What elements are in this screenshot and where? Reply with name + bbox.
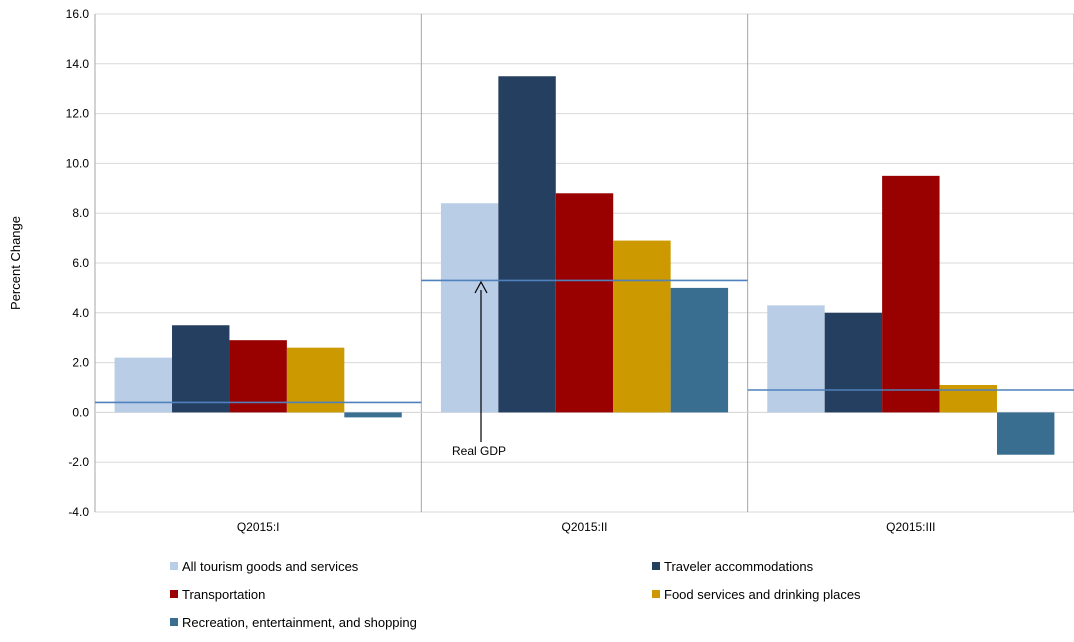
legend-swatch	[170, 618, 178, 626]
bar	[613, 240, 671, 413]
axes: -4.0 -2.0 0.0 2.0 4.0 6.0 8.0 10.0 12.0 14.0 16.0 Q…	[66, 7, 936, 534]
real-gdp-annotation: Real GDP	[452, 280, 506, 458]
y-tick-label: 10.0	[66, 156, 90, 170]
legend-swatch	[652, 590, 660, 598]
y-tick-label: -4.0	[68, 505, 89, 519]
real-gdp-lines	[95, 279, 1074, 404]
legend-item: Transportation	[170, 587, 265, 602]
bar	[939, 385, 997, 413]
legend-item: All tourism goods and services	[170, 559, 359, 574]
bars	[114, 76, 1055, 455]
x-tick-label: Q2015:II	[561, 520, 607, 534]
y-tick-label: 8.0	[72, 206, 89, 220]
y-tick-label: 2.0	[72, 356, 89, 370]
x-tick-label: Q2015:III	[886, 520, 935, 534]
legend-label: Food services and drinking places	[664, 587, 861, 602]
bar	[996, 412, 1055, 455]
y-tick-label: 6.0	[72, 256, 89, 270]
bar	[440, 203, 499, 413]
y-tick-label: -2.0	[68, 455, 89, 469]
annotation-arrowhead-icon	[474, 280, 488, 294]
y-axis-label: Percent Change	[8, 216, 23, 310]
legend: All tourism goods and services Traveler a…	[170, 559, 861, 630]
y-tick-label: 12.0	[66, 107, 90, 121]
legend-label: Traveler accommodations	[664, 559, 814, 574]
y-tick-label: 14.0	[66, 57, 90, 71]
y-tick-label: 16.0	[66, 7, 90, 21]
bar	[824, 312, 883, 413]
bar	[670, 287, 729, 413]
legend-label: Recreation, entertainment, and shopping	[182, 615, 417, 630]
x-tick-label: Q2015:I	[237, 520, 280, 534]
legend-label: All tourism goods and services	[182, 559, 359, 574]
legend-swatch	[652, 562, 660, 570]
legend-label: Transportation	[182, 587, 265, 602]
y-tick-label: 4.0	[72, 306, 89, 320]
legend-item: Food services and drinking places	[652, 587, 861, 602]
bar	[229, 340, 287, 413]
legend-item: Traveler accommodations	[652, 559, 814, 574]
bar	[767, 305, 825, 413]
annotation-label: Real GDP	[452, 444, 506, 458]
legend-item: Recreation, entertainment, and shopping	[170, 615, 417, 630]
bar	[882, 175, 940, 413]
y-tick-label: 0.0	[72, 405, 89, 419]
bar	[286, 347, 345, 413]
bar	[498, 76, 556, 413]
bar	[114, 357, 173, 413]
bar	[172, 325, 230, 413]
bar	[555, 193, 614, 413]
bar	[344, 412, 402, 418]
legend-swatch	[170, 562, 178, 570]
legend-swatch	[170, 590, 178, 598]
